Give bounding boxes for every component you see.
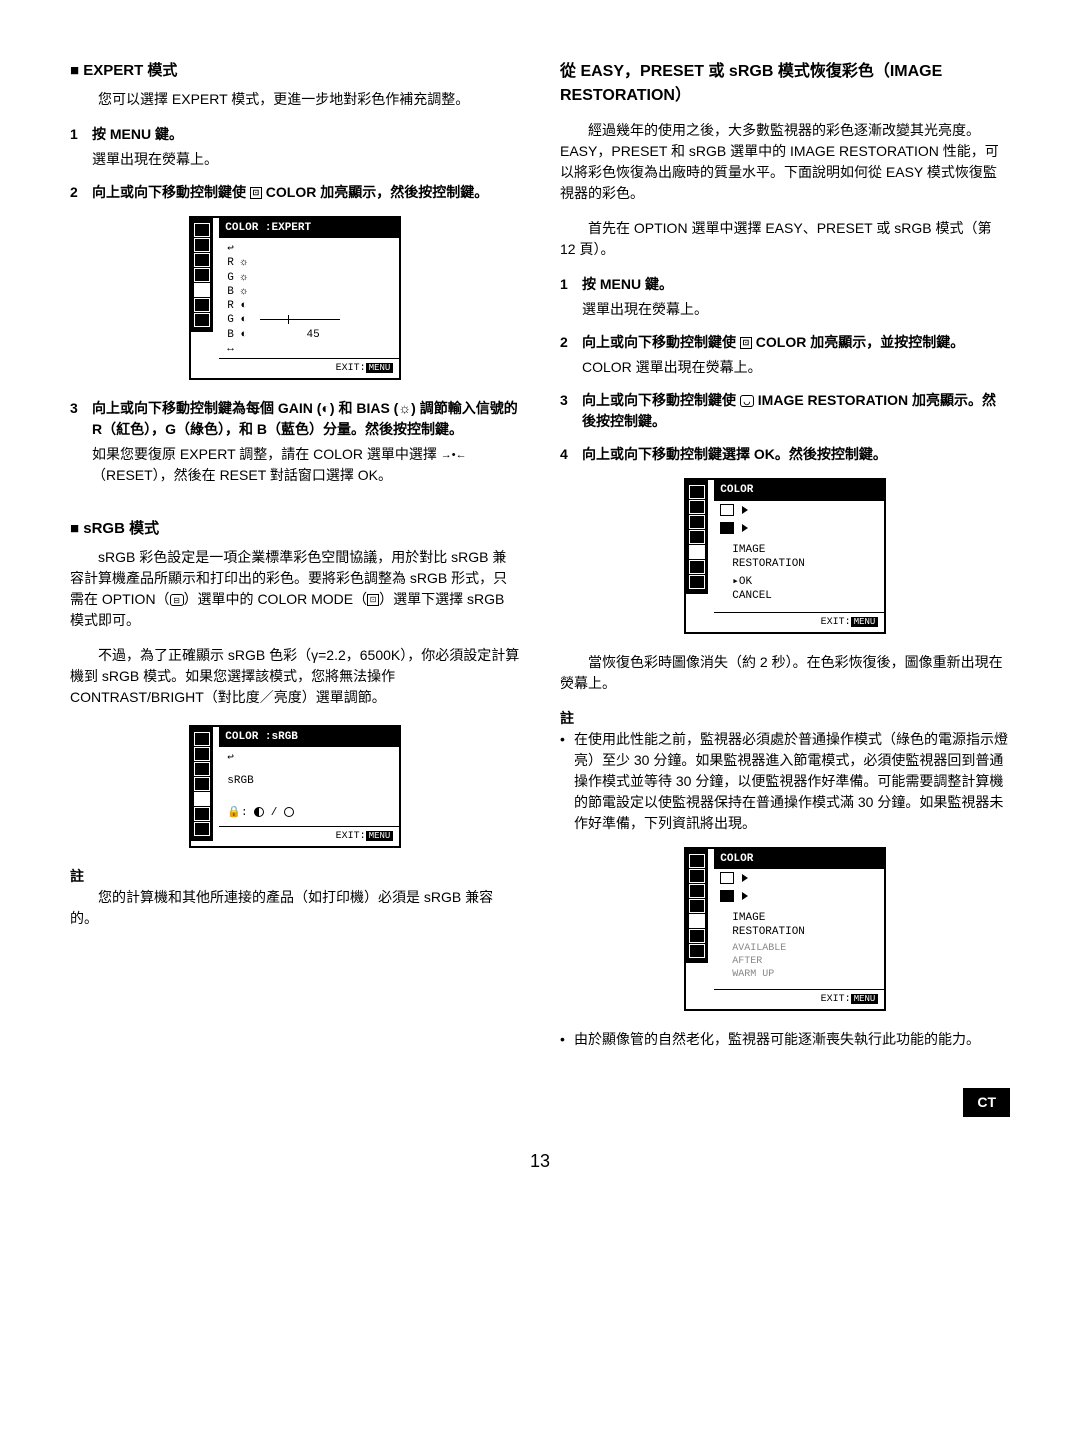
right-column: 從 EASY，PRESET 或 sRGB 模式恢復彩色（IMAGE RESTOR… [560, 60, 1010, 1058]
osd-restoration-ok: COLOR IMAGE RESTORATION ▸OK CANCEL EXIT:… [560, 475, 1010, 634]
right-step-3: 3 向上或向下移動控制鍵使 ◡ IMAGE RESTORATION 加亮顯示。然… [560, 390, 1010, 432]
left-column: ■ EXPERT 模式 您可以選擇 EXPERT 模式，更進一步地對彩色作補充調… [70, 60, 520, 1058]
page-number: 13 [70, 1148, 1010, 1175]
right-note-2: • 由於顯像管的自然老化，監視器可能逐漸喪失執行此功能的能力。 [560, 1029, 1010, 1050]
image-restoration-icon: ◡ [740, 395, 754, 407]
right-after: 當恢復色彩時圖像消失（約 2 秒）。在色彩恢復後，圖像重新出現在熒幕上。 [560, 652, 1010, 694]
srgb-para-1: sRGB 彩色設定是一項企業標準彩色空間協議，用於對比 sRGB 兼容計算機產品… [70, 547, 520, 631]
color-menu-icon: ⊡ [740, 337, 752, 349]
srgb-para-2: 不過，為了正確顯示 sRGB 色彩（γ=2.2，6500K），你必須設定計算機到… [70, 645, 520, 708]
right-intro: 經過幾年的使用之後，大多數監視器的彩色逐漸改變其光亮度。EASY，PRESET … [560, 120, 1010, 204]
left-note-title: 註 [70, 866, 520, 887]
osd-srgb-screenshot: COLOR :sRGB ↩ sRGB 🔒: / EXIT:MENU [70, 722, 520, 848]
left-step-1-sub: 選單出現在熒幕上。 [92, 149, 520, 170]
right-note-1: • 在使用此性能之前，監視器必須處於普通操作模式（綠色的電源指示燈亮）至少 30… [560, 729, 1010, 834]
image-restoration-heading: 從 EASY，PRESET 或 sRGB 模式恢復彩色（IMAGE RESTOR… [560, 60, 1010, 108]
expert-intro: 您可以選擇 EXPERT 模式，更進一步地對彩色作補充調整。 [70, 89, 520, 110]
option-icon: ⊟ [170, 594, 184, 606]
left-step-2: 2 向上或向下移動控制鍵使 ⊡ COLOR 加亮顯示，然後按控制鍵。 [70, 182, 520, 203]
osd-restoration-warmup: COLOR IMAGE RESTORATION AVAILABLE AFTER … [560, 844, 1010, 1011]
right-step-1: 1 按 MENU 鍵。 [560, 274, 1010, 295]
reset-icon: →•← [441, 447, 467, 464]
osd-expert-screenshot: COLOR :EXPERT ↩ R ☼ G ☼ B ☼ R ◐ G ◐ B ◐ … [70, 213, 520, 381]
right-pre: 首先在 OPTION 選單中選擇 EASY、PRESET 或 sRGB 模式（第… [560, 218, 1010, 260]
right-step-2: 2 向上或向下移動控制鍵使 ⊡ COLOR 加亮顯示，並按控制鍵。 [560, 332, 1010, 353]
right-step-2-sub: COLOR 選單出現在熒幕上。 [582, 357, 1010, 378]
srgb-mode-heading: ■ sRGB 模式 [70, 518, 520, 541]
left-step-1: 1 按 MENU 鍵。 [70, 124, 520, 145]
right-step-4: 4 向上或向下移動控制鍵選擇 OK。然後按控制鍵。 [560, 444, 1010, 465]
left-note-body: 您的計算機和其他所連接的產品（如打印機）必須是 sRGB 兼容的。 [70, 887, 520, 929]
right-note-title: 註 [560, 708, 1010, 729]
left-step-3-sub: 如果您要復原 EXPERT 調整，請在 COLOR 選單中選擇 →•←（RESE… [92, 444, 520, 486]
left-step-3: 3 向上或向下移動控制鍵為每個 GAIN (◐) 和 BIAS (☼) 調節輸入… [70, 398, 520, 440]
right-step-1-sub: 選單出現在熒幕上。 [582, 299, 1010, 320]
color-mode-icon: ⊡ [367, 594, 379, 606]
expert-mode-heading: ■ EXPERT 模式 [70, 60, 520, 83]
color-menu-icon: ⊡ [250, 187, 262, 199]
language-tab: CT [963, 1088, 1010, 1117]
